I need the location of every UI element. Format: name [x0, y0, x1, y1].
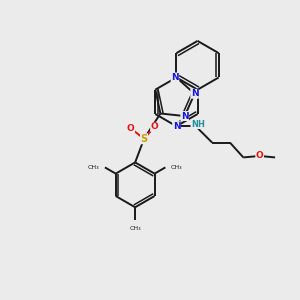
Text: N: N — [191, 89, 198, 98]
Text: O: O — [256, 152, 263, 160]
Text: N: N — [172, 122, 180, 131]
Text: N: N — [181, 112, 188, 121]
Text: S: S — [140, 134, 148, 144]
Text: O: O — [151, 122, 158, 131]
Text: O: O — [127, 124, 135, 133]
Text: CH₃: CH₃ — [88, 165, 100, 170]
Text: CH₃: CH₃ — [171, 165, 182, 170]
Text: N: N — [171, 73, 179, 82]
Text: CH₃: CH₃ — [129, 226, 141, 231]
Text: NH: NH — [191, 120, 205, 129]
